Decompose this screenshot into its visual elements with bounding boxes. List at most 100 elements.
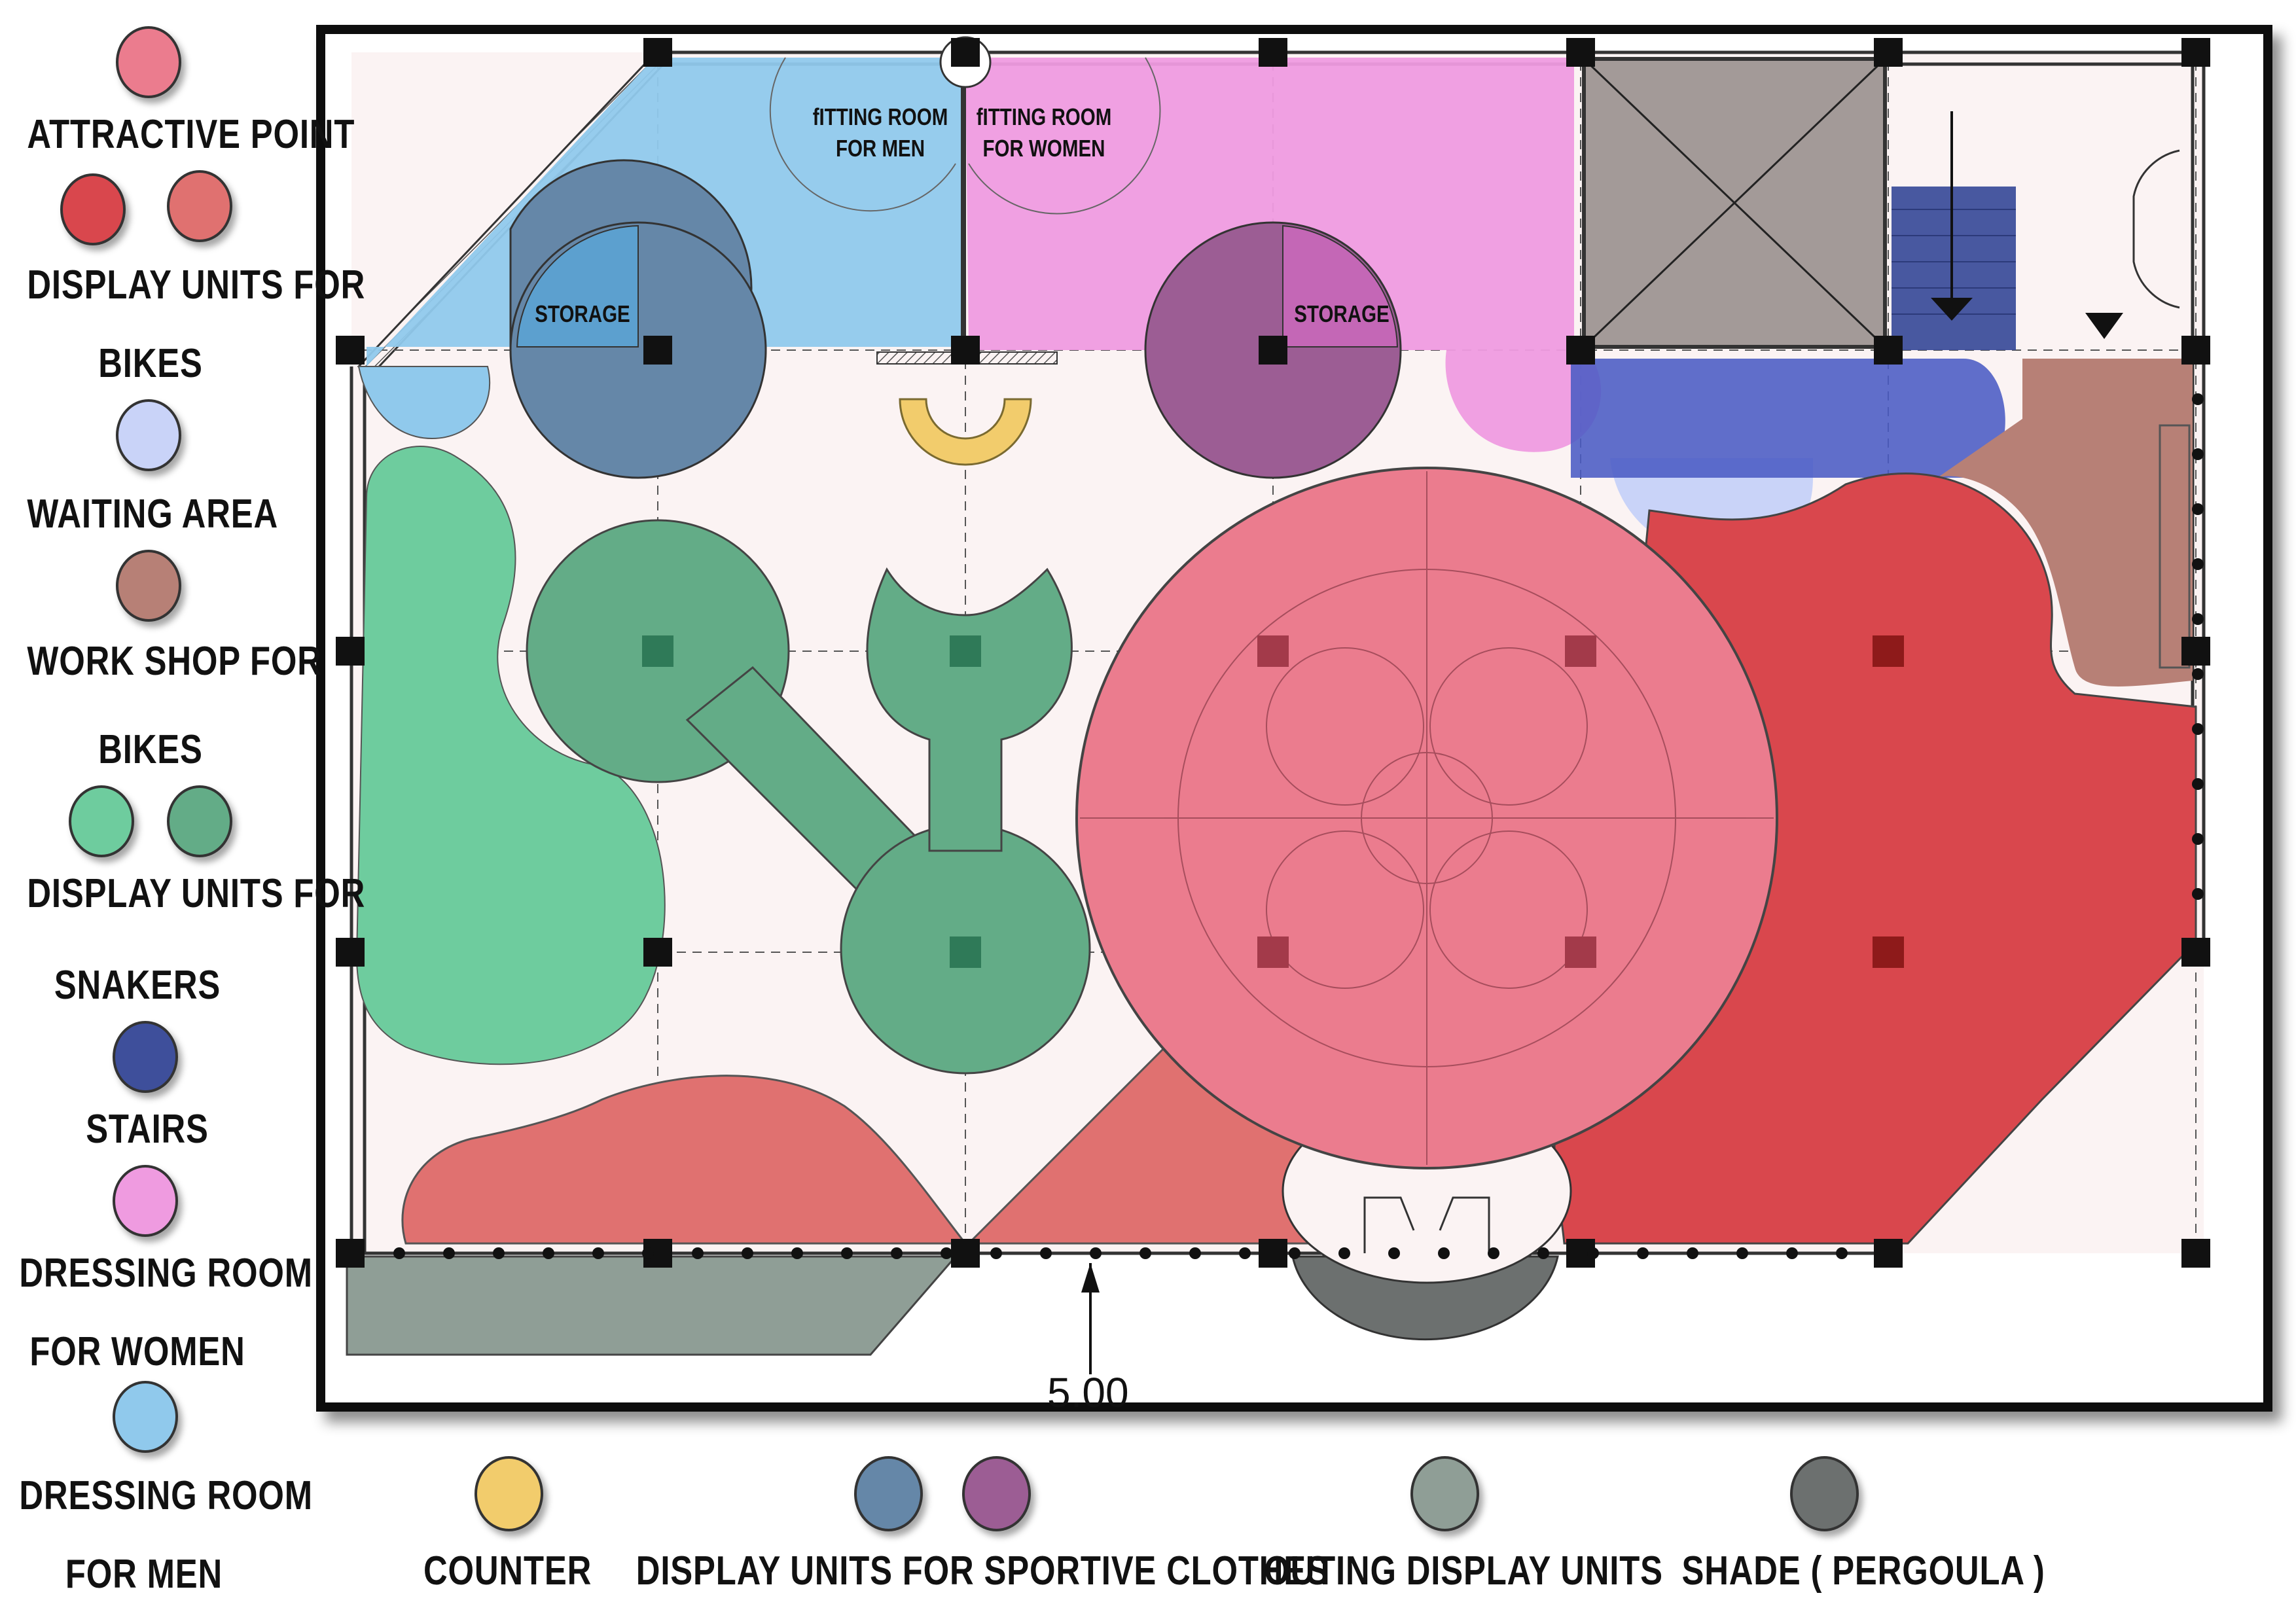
- fitting-room-men-label-1: fITTING ROOM: [812, 103, 948, 130]
- wall-dot: [791, 1247, 803, 1259]
- wall-dot: [2192, 723, 2204, 735]
- legend-sportive-label: DISPLAY UNITS FOR SPORTIVE CLOTHES: [636, 1548, 1329, 1594]
- wall-dot: [941, 1247, 952, 1259]
- wall-dot: [1438, 1247, 1450, 1259]
- wall-dot: [592, 1247, 604, 1259]
- wall-dot: [1289, 1247, 1300, 1259]
- display-marker: [1565, 936, 1596, 968]
- display-marker: [1565, 635, 1596, 667]
- display-marker: [642, 635, 673, 667]
- legend-bike-dark-swatch: [60, 173, 126, 245]
- column: [643, 336, 672, 365]
- entry-doors: [1363, 1196, 1490, 1253]
- legend-women-swatch: [113, 1165, 178, 1237]
- column: [1874, 1239, 1903, 1268]
- fitting-room-women-label-2: FOR WOMEN: [982, 135, 1105, 162]
- column: [2181, 1239, 2210, 1268]
- wall-dot: [2192, 778, 2204, 790]
- legend-sneaker-light-swatch: [69, 785, 134, 857]
- wall-dot: [642, 1247, 654, 1259]
- column: [643, 938, 672, 967]
- entry-marker: [2085, 313, 2123, 339]
- wall-dot: [393, 1247, 405, 1259]
- wall-dot: [2192, 833, 2204, 845]
- column: [643, 38, 672, 67]
- wall-dot: [2192, 503, 2204, 515]
- legend-sport-purple-swatch: [962, 1456, 1031, 1531]
- column: [336, 637, 365, 666]
- display-marker: [1873, 936, 1904, 968]
- legend-bikes-label-2: BIKES: [98, 341, 203, 386]
- wall-dot: [1637, 1247, 1649, 1259]
- door-swing: [2132, 149, 2180, 309]
- display-marker: [950, 635, 981, 667]
- wall-dot: [990, 1247, 1002, 1259]
- wall-dot: [443, 1247, 455, 1259]
- legend-shade-label: SHADE ( PERGOULA ): [1681, 1548, 2045, 1594]
- column: [2181, 637, 2210, 666]
- legend-workshop-swatch: [116, 550, 181, 622]
- column: [951, 38, 980, 67]
- legend-attractive-point-label: ATTRACTIVE POINT: [27, 112, 355, 157]
- legend-snakers-label-1: DISPLAY UNITS FOR: [27, 871, 366, 916]
- outing-display-unit: [346, 1255, 958, 1356]
- display-marker: [1257, 635, 1289, 667]
- legend-stairs-swatch: [113, 1021, 178, 1093]
- counter-unit: [899, 398, 1032, 466]
- wall-dot: [1338, 1247, 1350, 1259]
- legend-sneaker-dark-swatch: [167, 785, 232, 857]
- wall-dot: [841, 1247, 853, 1259]
- legend-sport-blue-swatch: [854, 1456, 923, 1531]
- column: [336, 938, 365, 967]
- display-marker: [1257, 936, 1289, 968]
- legend-waiting-swatch: [116, 399, 181, 471]
- legend-counter-swatch: [475, 1456, 543, 1531]
- column: [2181, 336, 2210, 365]
- wall-dot: [1488, 1247, 1499, 1259]
- storage-right-label: STORAGE: [1294, 300, 1390, 327]
- dimension-arrow: [1081, 1263, 1100, 1293]
- legend-snakers-label-2: SNAKERS: [54, 963, 221, 1008]
- sport-display-blue-storage: [516, 224, 639, 348]
- column: [2181, 938, 2210, 967]
- structural-columns: [336, 38, 2210, 1268]
- exterior-walls: [350, 50, 2206, 1255]
- legend-bike-light-swatch: [167, 170, 232, 242]
- fitting-room-men-label-2: FOR MEN: [835, 135, 925, 162]
- shade-pergola: [1291, 1255, 1559, 1341]
- wall-dot: [1040, 1247, 1052, 1259]
- legend-women-label-1: DRESSING ROOM: [19, 1251, 313, 1296]
- column: [951, 1239, 980, 1268]
- dressing-room-men-lower: [357, 366, 491, 440]
- wall-dot: [891, 1247, 903, 1259]
- column: [2181, 38, 2210, 67]
- legend-outing-swatch: [1410, 1456, 1479, 1531]
- column: [336, 1239, 365, 1268]
- legend-shade-swatch: [1790, 1456, 1859, 1531]
- wall-dot: [2192, 393, 2204, 405]
- wall-dot: [493, 1247, 505, 1259]
- column: [1874, 38, 1903, 67]
- wall-dot: [1786, 1247, 1798, 1259]
- wall-dot: [742, 1247, 753, 1259]
- storage-left-label: STORAGE: [535, 300, 630, 327]
- stairs-lower: [1571, 359, 2005, 478]
- stairs-arrow-head: [1931, 298, 1973, 321]
- wall-dot: [1239, 1247, 1251, 1259]
- column: [1259, 336, 1287, 365]
- legend-women-label-2: FOR WOMEN: [29, 1329, 245, 1374]
- wall-dot: [2192, 613, 2204, 625]
- elevator-cross-b: [1583, 58, 1886, 348]
- wall-dot: [1836, 1247, 1848, 1259]
- column: [1566, 38, 1595, 67]
- wall-dot: [2192, 448, 2204, 460]
- workshop: [1937, 359, 2193, 687]
- wall-dot: [1388, 1247, 1400, 1259]
- column: [1874, 336, 1903, 365]
- legend-stairs-label: STAIRS: [86, 1107, 209, 1152]
- attractive-point-pattern: [1080, 471, 1774, 1165]
- wall-dot: [1090, 1247, 1102, 1259]
- wall-dot: [2192, 888, 2204, 900]
- wall-dot: [1587, 1247, 1599, 1259]
